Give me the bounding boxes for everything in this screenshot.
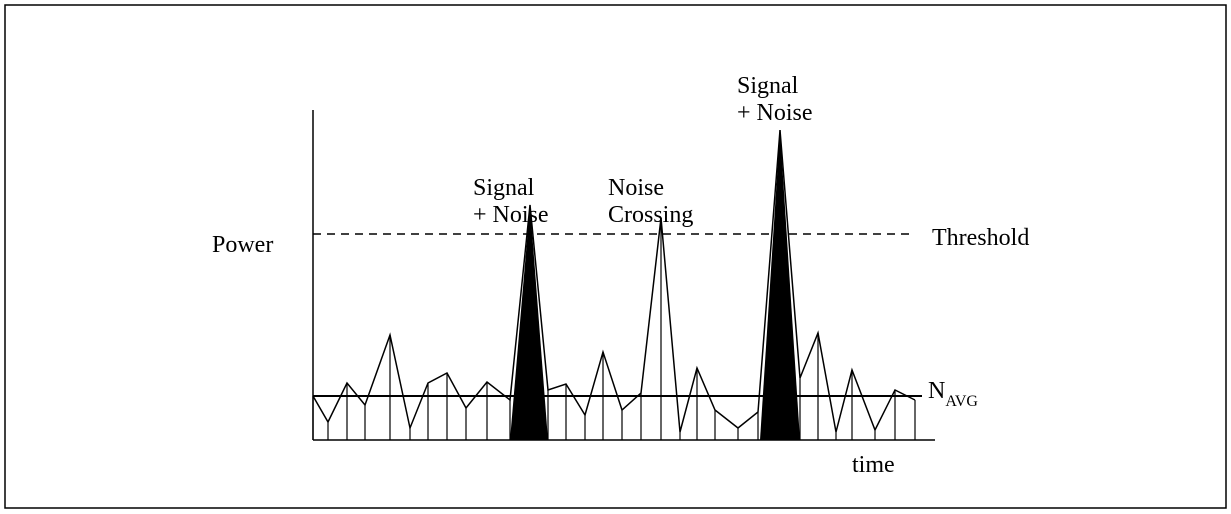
signal-spike bbox=[760, 130, 800, 440]
average-main: N bbox=[928, 378, 945, 404]
frame bbox=[4, 4, 1227, 509]
sample-stems bbox=[312, 130, 916, 440]
annotation-line: + Noise bbox=[473, 202, 549, 228]
average-sub: AVG bbox=[945, 393, 978, 410]
threshold-label: Threshold bbox=[932, 225, 1029, 251]
annotation-line: Crossing bbox=[608, 202, 693, 228]
signal-spike bbox=[510, 205, 548, 440]
annotation-line: + Noise bbox=[737, 100, 813, 126]
average-label: NAVG bbox=[928, 378, 978, 410]
annotation-line: Signal bbox=[473, 175, 535, 201]
annotation-line: Noise bbox=[608, 175, 664, 201]
x-axis-label: time bbox=[852, 452, 895, 478]
annotation-line: Signal bbox=[737, 73, 799, 99]
y-axis-label: Power bbox=[212, 232, 273, 258]
waveform bbox=[312, 129, 916, 433]
